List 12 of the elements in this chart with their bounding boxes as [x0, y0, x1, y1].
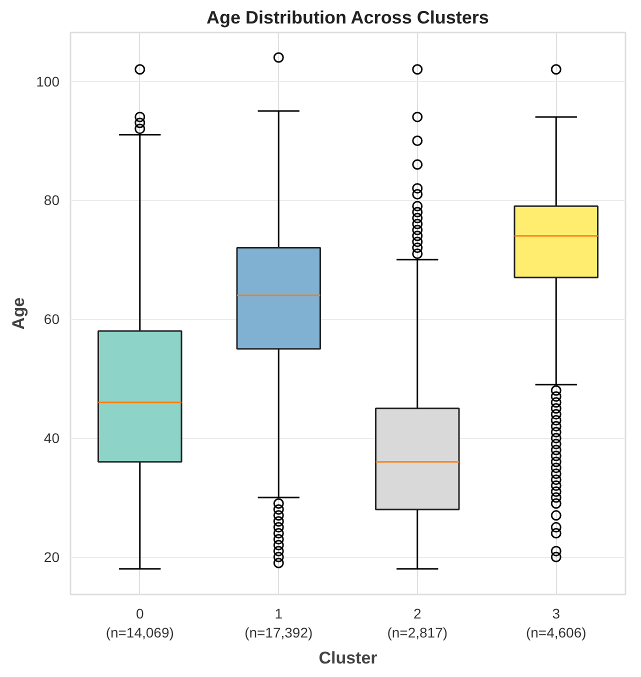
- x-axis-title: Cluster: [318, 648, 378, 668]
- y-tick-label: 80: [44, 192, 60, 208]
- x-tick-label: 2 (n=2,817): [387, 606, 448, 641]
- y-tick-label: 20: [44, 549, 60, 566]
- y-tick-label: 60: [44, 311, 60, 328]
- x-tick-label: 3 (n=4,606): [526, 606, 586, 641]
- x-tick-label: 1 (n=17,392): [244, 606, 313, 641]
- y-tick-label: 100: [36, 73, 60, 90]
- x-tick-label: 0 (n=14,069): [106, 606, 174, 641]
- y-axis-title: Age: [9, 297, 28, 330]
- chart-title: Age Distribution Across Clusters: [206, 8, 489, 28]
- y-tick-label: 40: [44, 430, 60, 446]
